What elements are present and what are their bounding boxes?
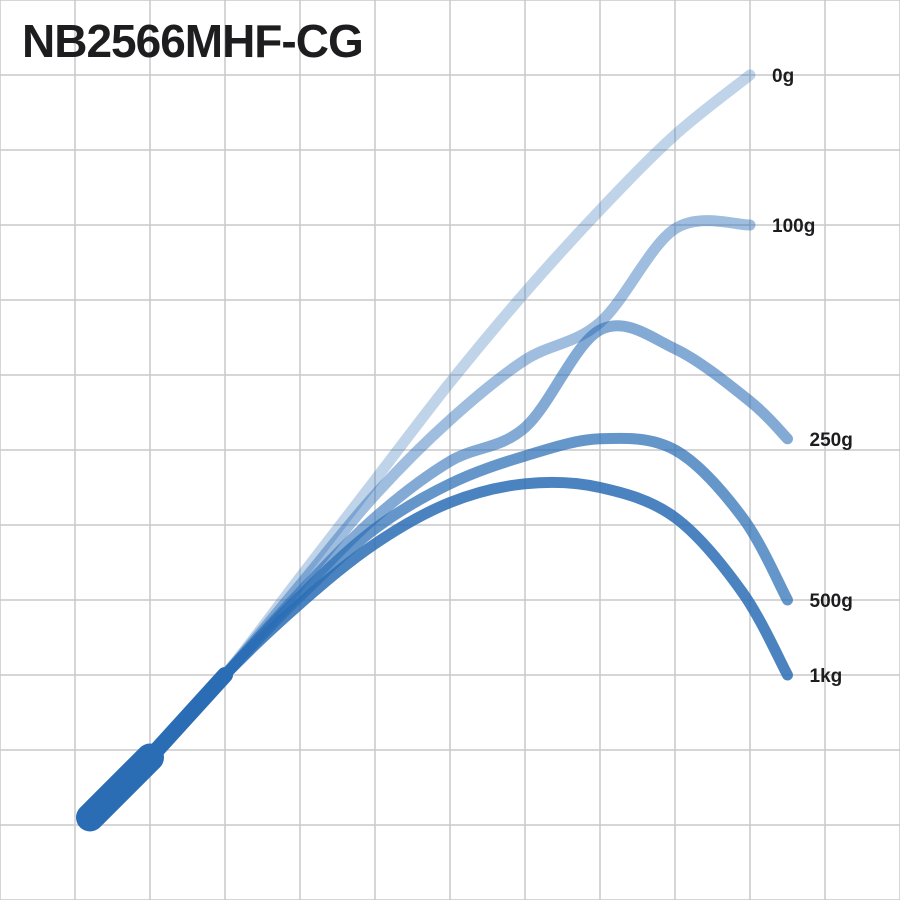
rod-butt-segment <box>76 743 164 832</box>
series-label-500g: 500g <box>810 591 853 612</box>
series-label-250g: 250g <box>810 430 853 451</box>
series-label-1kg: 1kg <box>810 666 843 687</box>
series-line-500g <box>84 432 793 823</box>
rod-butt <box>76 667 233 832</box>
series-line-1kg <box>84 476 793 823</box>
series-label-100g: 100g <box>772 216 815 237</box>
series-label-0g: 0g <box>772 66 794 87</box>
series-labels: 0g 100g 250g 500g 1kg <box>772 66 853 687</box>
chart-title: NB2566MHF-CG <box>22 15 364 67</box>
rod-taper-segment <box>142 667 233 766</box>
